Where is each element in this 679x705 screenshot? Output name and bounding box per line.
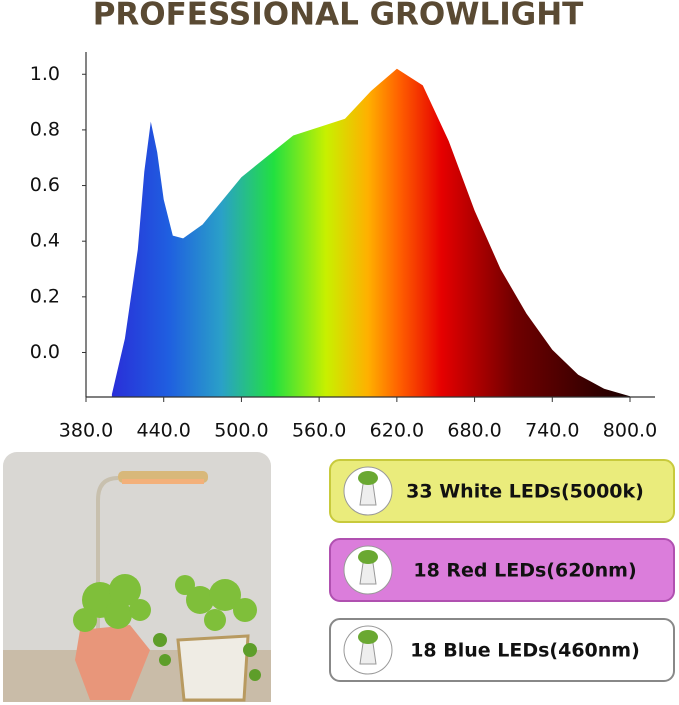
x-tick-label: 560.0 xyxy=(292,420,346,442)
y-tick-label: 0.0 xyxy=(30,341,60,363)
badge-label: 18 Blue LEDs(460nm) xyxy=(410,640,640,662)
plot xyxy=(111,68,630,397)
badge: 18 Red LEDs(620nm) xyxy=(329,538,675,602)
badge-label: 18 Red LEDs(620nm) xyxy=(413,560,636,582)
plant-icons xyxy=(358,471,378,665)
spectrum-area xyxy=(111,68,630,397)
y-tick-label: 0.2 xyxy=(30,285,60,307)
y-tick-label: 1.0 xyxy=(30,63,60,85)
x-tick-label: 620.0 xyxy=(370,420,424,442)
x-tick-label: 680.0 xyxy=(447,420,501,442)
photo xyxy=(3,452,271,702)
x-tick-label: 380.0 xyxy=(59,420,113,442)
y-tick-label: 0.4 xyxy=(30,230,60,252)
chart-title: PROFESSIONAL GROWLIGHT xyxy=(93,0,584,33)
x-tick-label: 440.0 xyxy=(137,420,191,442)
x-tick-label: 800.0 xyxy=(603,420,657,442)
x-tick-label: 740.0 xyxy=(525,420,579,442)
badge-label: 33 White LEDs(5000k) xyxy=(406,481,644,503)
y-tick-label: 0.8 xyxy=(30,118,60,140)
badge: 33 White LEDs(5000k) xyxy=(329,459,675,523)
badge: 18 Blue LEDs(460nm) xyxy=(329,618,675,682)
y-tick-label: 0.6 xyxy=(30,174,60,196)
x-tick-label: 500.0 xyxy=(214,420,268,442)
